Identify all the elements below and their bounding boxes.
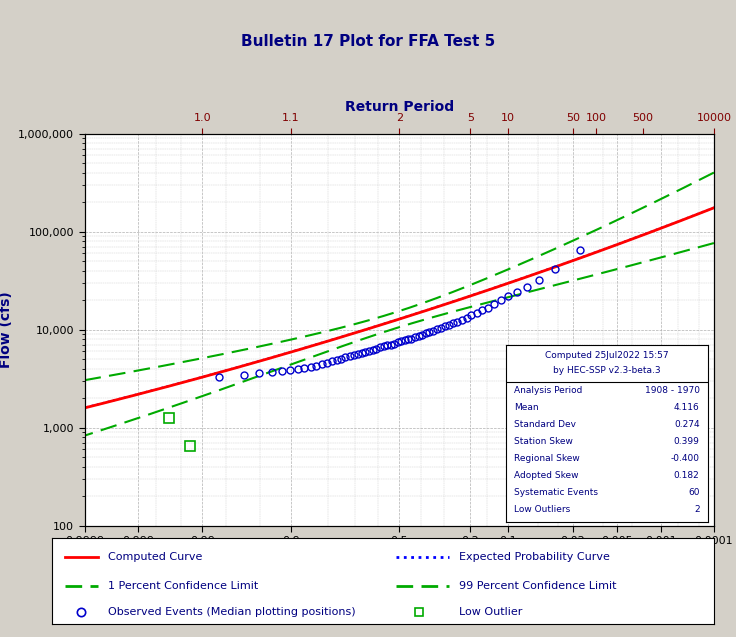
Y-axis label: Flow (cfs): Flow (cfs) bbox=[0, 291, 13, 368]
Text: Observed Events (Median plotting positions): Observed Events (Median plotting positio… bbox=[108, 607, 355, 617]
Text: Expected Probability Curve: Expected Probability Curve bbox=[459, 552, 609, 562]
Text: Computed Curve: Computed Curve bbox=[108, 552, 202, 562]
X-axis label: Probability: Probability bbox=[356, 552, 442, 566]
Text: Bulletin 17 Plot for FFA Test 5: Bulletin 17 Plot for FFA Test 5 bbox=[241, 34, 495, 49]
Text: Low Outlier: Low Outlier bbox=[459, 607, 523, 617]
Text: 99 Percent Confidence Limit: 99 Percent Confidence Limit bbox=[459, 580, 616, 590]
X-axis label: Return Period: Return Period bbox=[344, 99, 454, 113]
Text: 1 Percent Confidence Limit: 1 Percent Confidence Limit bbox=[108, 580, 258, 590]
